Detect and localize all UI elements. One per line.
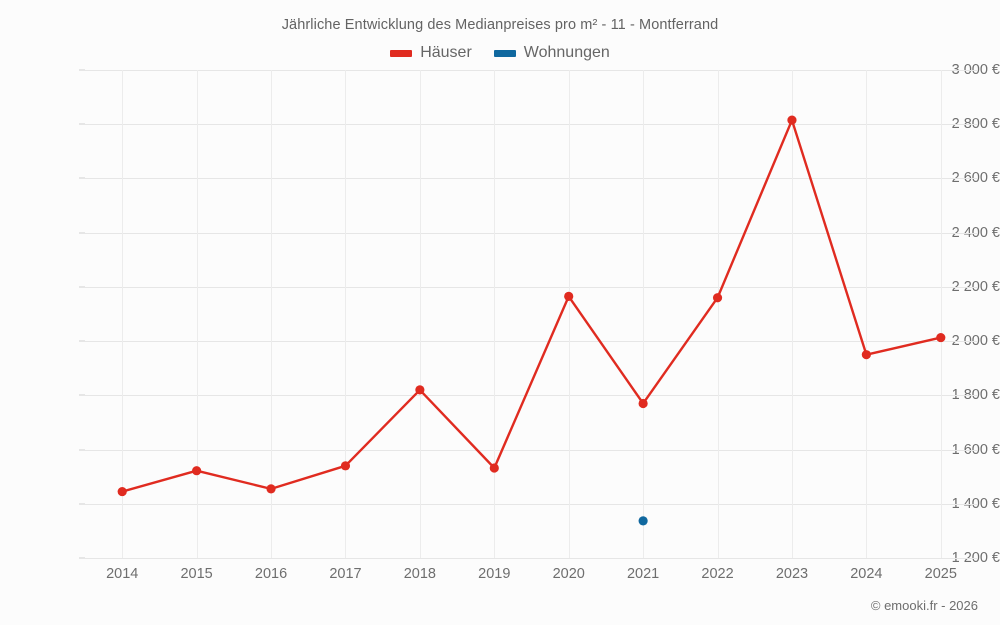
data-point[interactable] (787, 115, 797, 125)
y-axis-tick-mark (79, 123, 85, 125)
gridline-horizontal (85, 558, 978, 559)
gridline-vertical (345, 70, 347, 558)
x-axis-tick-label: 2021 (626, 566, 660, 582)
x-axis-tick-label: 2022 (701, 566, 734, 582)
y-axis-tick-mark (79, 340, 85, 342)
legend-label-hauser: Häuser (420, 44, 472, 61)
y-axis-tick-mark (79, 286, 85, 288)
footer-credit: © emooki.fr - 2026 (870, 598, 978, 613)
plot-area (85, 70, 978, 559)
gridline-vertical (568, 70, 570, 558)
gridline-vertical (791, 70, 793, 558)
legend-swatch-wohnungen (493, 49, 516, 57)
y-axis-tick-mark (79, 177, 85, 179)
gridline-vertical (717, 70, 719, 558)
x-axis-tick-label: 2018 (403, 566, 437, 582)
chart-legend: Häuser Wohnungen (0, 44, 1000, 62)
gridline-vertical (940, 70, 942, 558)
data-point[interactable] (266, 484, 276, 494)
data-point[interactable] (117, 486, 127, 497)
x-axis-tick-label: 2020 (552, 566, 585, 582)
y-axis-tick-mark (79, 449, 85, 451)
y-axis-tick-mark (79, 232, 85, 234)
gridline-vertical (122, 70, 124, 558)
x-axis-tick-label: 2025 (924, 566, 957, 582)
x-axis-tick-label: 2016 (254, 566, 288, 582)
legend-item-wohnungen[interactable]: Wohnungen (493, 44, 610, 62)
data-point[interactable] (415, 385, 425, 395)
data-point[interactable] (861, 350, 871, 360)
gridline-vertical (419, 70, 421, 558)
x-axis-tick-label: 2015 (180, 566, 213, 582)
gridline-vertical (866, 70, 868, 558)
y-axis-tick-mark (79, 394, 85, 396)
chart-title: Jährliche Entwicklung des Medianpreises … (281, 17, 719, 33)
gridline-vertical (271, 70, 273, 558)
gridline-horizontal (85, 178, 978, 180)
data-point[interactable] (712, 293, 723, 303)
legend-item-hauser[interactable]: Häuser (390, 44, 472, 62)
series-line (121, 118, 942, 493)
data-point[interactable] (638, 398, 648, 409)
x-axis-tick-label: 2017 (329, 566, 362, 582)
y-axis-tick-mark (79, 557, 85, 559)
x-axis-tick-label: 2024 (850, 566, 883, 582)
data-point[interactable] (489, 463, 499, 473)
y-axis-tick-mark (79, 503, 85, 505)
data-point[interactable] (192, 466, 202, 476)
gridline-horizontal (85, 395, 978, 397)
gridline-horizontal (85, 449, 978, 451)
gridline-horizontal (85, 503, 978, 505)
gridline-vertical (643, 70, 645, 558)
x-axis-tick-label: 2014 (106, 566, 139, 582)
x-axis-tick-label: 2023 (775, 566, 809, 582)
legend-swatch-hauser (390, 49, 413, 57)
x-axis-tick-label: 2019 (478, 566, 511, 582)
gridline-vertical (494, 70, 496, 558)
gridline-horizontal (85, 124, 978, 126)
data-point[interactable] (936, 332, 946, 343)
gridline-horizontal (85, 341, 978, 343)
y-axis-tick-mark (79, 69, 85, 71)
data-point[interactable] (340, 461, 351, 471)
legend-label-wohnungen: Wohnungen (523, 44, 610, 61)
data-series-layer (117, 115, 946, 526)
data-point[interactable] (638, 516, 648, 526)
gridline-vertical (196, 70, 198, 558)
gridline-horizontal (85, 232, 978, 234)
gridline-horizontal (85, 70, 978, 71)
gridline-horizontal (85, 286, 978, 288)
data-point[interactable] (564, 291, 574, 301)
